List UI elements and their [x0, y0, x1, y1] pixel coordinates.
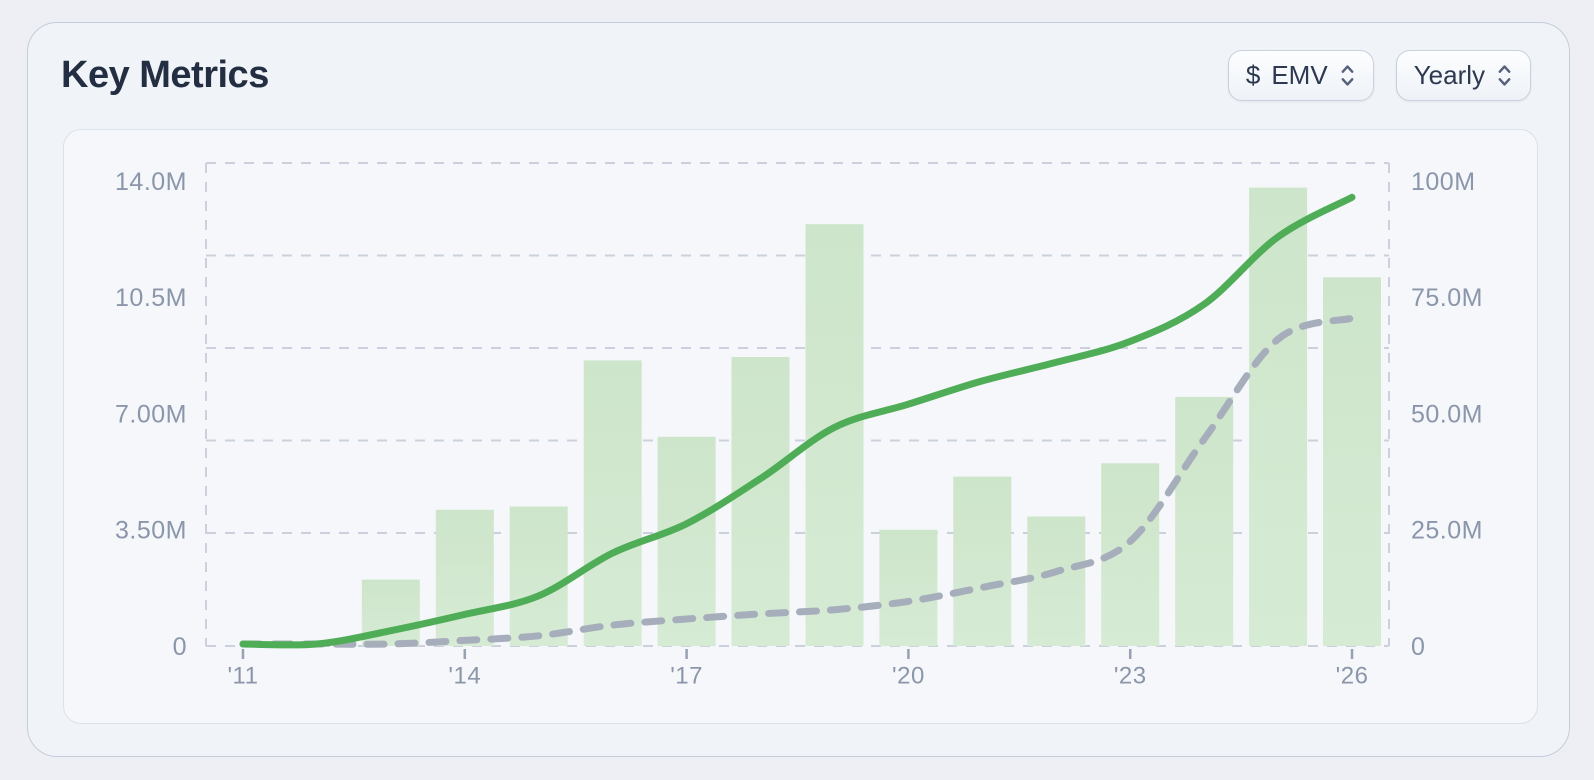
bar-2019 — [805, 224, 864, 646]
bar-2021 — [953, 476, 1012, 646]
x-tick-label: '23 — [1114, 662, 1147, 689]
right-axis-label: 100M — [1411, 168, 1476, 196]
card-header: Key Metrics $ EMV Yearly — [61, 49, 1531, 101]
left-axis-label: 0 — [173, 633, 187, 661]
chart-panel: '11 '14 '17 '20 '23 '26 0 3.50M 7.00M 10.5M 14.0M 0… — [63, 129, 1538, 724]
bar-2020 — [879, 529, 938, 647]
bar-2017 — [657, 436, 716, 647]
page-title: Key Metrics — [61, 53, 269, 96]
dollar-icon: $ — [1245, 59, 1261, 90]
solid-line-path — [239, 193, 1356, 649]
bar-2015 — [509, 506, 568, 646]
x-tick-label: '14 — [448, 662, 481, 689]
period-dropdown[interactable]: Yearly — [1395, 49, 1531, 101]
combo-chart: '11 '14 '17 '20 '23 '26 0 3.50M 7.00M 10.5M 14.0M 0… — [115, 162, 1483, 689]
chevrons-up-down-icon — [1341, 64, 1354, 86]
x-tick-label: '17 — [670, 662, 703, 689]
bar-2014 — [435, 509, 494, 646]
bar-2026 — [1323, 277, 1381, 646]
header-controls: $ EMV Yearly — [1227, 49, 1531, 101]
left-axis-label: 10.5M — [115, 284, 187, 312]
right-axis-label: 75.0M — [1411, 284, 1483, 312]
bar-2025 — [1249, 187, 1308, 646]
right-axis-label: 50.0M — [1411, 400, 1483, 428]
key-metrics-card: Key Metrics $ EMV Yearly '11 '14 '17 '20 '23… — [27, 22, 1570, 757]
left-axis-label: 7.00M — [115, 400, 187, 428]
x-tick-label: '11 — [227, 662, 258, 689]
right-axis-label: 0 — [1411, 633, 1425, 661]
right-axis-label: 25.0M — [1411, 517, 1483, 545]
bar-2022 — [1027, 516, 1086, 646]
bar-2018 — [731, 357, 790, 646]
metric-dropdown[interactable]: $ EMV — [1227, 49, 1374, 101]
left-axis-label: 14.0M — [115, 168, 187, 196]
metric-dropdown-value: EMV — [1271, 59, 1328, 90]
bar-2016 — [583, 360, 642, 646]
period-dropdown-value: Yearly — [1413, 59, 1485, 90]
left-axis-label: 3.50M — [115, 517, 187, 545]
chevrons-up-down-icon — [1498, 64, 1511, 86]
dashed-line-path — [239, 314, 1356, 648]
x-tick-label: '26 — [1336, 662, 1369, 689]
x-tick-label: '20 — [892, 662, 925, 689]
